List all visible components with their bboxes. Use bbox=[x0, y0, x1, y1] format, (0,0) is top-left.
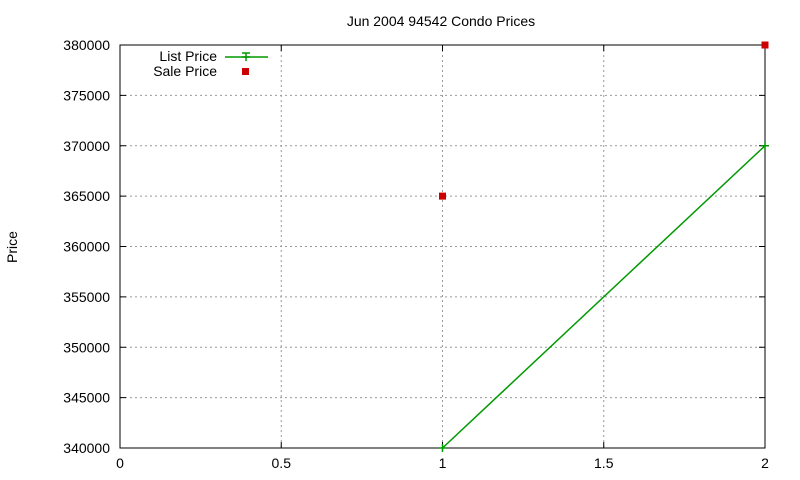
point-sale-price bbox=[761, 41, 769, 49]
legend-label-list-price: List Price bbox=[159, 48, 217, 64]
point-list-price bbox=[761, 141, 769, 150]
x-tick-label: 1.5 bbox=[594, 455, 614, 471]
x-tick-label: 1 bbox=[439, 455, 447, 471]
point-list-price bbox=[438, 444, 447, 452]
x-tick-label: 2 bbox=[761, 455, 769, 471]
y-tick-label: 380000 bbox=[63, 37, 110, 53]
legend-marker-sale-price bbox=[242, 68, 249, 75]
y-tick-label: 375000 bbox=[63, 87, 110, 103]
x-tick-label: 0 bbox=[116, 455, 124, 471]
y-tick-label: 365000 bbox=[63, 188, 110, 204]
y-axis-label: Price bbox=[4, 231, 20, 263]
point-sale-price bbox=[439, 192, 446, 200]
legend-label-sale-price: Sale Price bbox=[153, 63, 217, 79]
y-tick-label: 345000 bbox=[63, 390, 110, 406]
axis-ticks: 0 0.5 1 1.5 2 340000 345000 350000 355000 360000 3… bbox=[63, 37, 769, 471]
y-tick-label: 355000 bbox=[63, 289, 110, 305]
y-tick-label: 370000 bbox=[63, 138, 110, 154]
y-tick-label: 340000 bbox=[63, 440, 110, 456]
legend-marker-list-price bbox=[242, 52, 250, 61]
y-tick-label: 350000 bbox=[63, 339, 110, 355]
chart-title: Jun 2004 94542 Condo Prices bbox=[347, 13, 535, 29]
series-line-list-price bbox=[441, 145, 766, 449]
data-series bbox=[438, 41, 769, 452]
grid-lines bbox=[120, 45, 765, 448]
legend: List Price Sale Price bbox=[153, 48, 268, 79]
y-tick-label: 360000 bbox=[63, 239, 110, 255]
x-tick-label: 0.5 bbox=[272, 455, 292, 471]
